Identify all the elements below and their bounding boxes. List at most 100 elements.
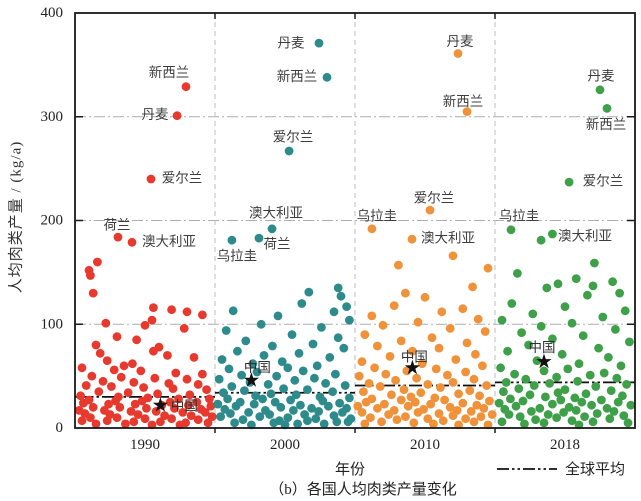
x-tick-label-2000: 2000 [270,437,300,453]
scatter-point [256,319,266,329]
scatter-point [608,277,617,287]
country-point [602,104,612,113]
scatter-point [480,327,490,336]
scatter-point [186,411,196,420]
scatter-point [343,417,353,427]
scatter-point [429,419,438,429]
scatter-point [408,346,417,356]
scatter-point [129,378,139,387]
country-point [425,205,435,215]
scatter-point [360,330,370,339]
country-point [322,72,332,82]
scatter-point [198,310,207,320]
scatter-point [219,388,228,398]
scatter-point [409,418,419,428]
scatter-point [454,389,463,399]
scatter-point [198,369,207,379]
scatter-point [396,336,406,346]
scatter-point [583,290,592,300]
scatter-point [504,410,514,419]
country-label: 新西兰 [277,69,318,84]
scatter-point [553,279,563,289]
scatter-point [171,368,181,378]
scatter-point [556,395,566,405]
scatter-point [88,402,98,412]
scatter-point [469,374,479,384]
scatter-point [140,320,150,330]
scatter-point [620,306,630,316]
scatter-point [102,416,112,426]
scatter-point [221,326,231,335]
scatter-point [564,402,574,412]
scatter-point [178,408,188,417]
scatter-point [147,420,157,430]
scatter-point [91,419,101,429]
scatter-point [517,328,526,337]
scatter-point [112,332,122,342]
country-point [227,235,237,245]
scatter-point [86,413,95,422]
scatter-point [238,415,248,425]
country-label: 爱尔兰 [414,191,455,206]
scatter-point [548,229,557,239]
scatter-point [567,416,577,426]
scatter-point [389,301,399,310]
scatter-point [129,417,139,427]
scatter-point [93,257,102,267]
scatter-point [213,399,223,409]
scatter-point [580,412,589,421]
scatter-point [532,356,542,365]
scatter-point [511,401,521,411]
scatter-point [577,397,587,407]
scatter-point [156,417,165,427]
scatter-point [314,407,323,416]
scatter-point [293,419,302,429]
scatter-point [497,315,507,325]
scatter-point [127,359,137,369]
scatter-point [525,390,535,400]
x-tick-label-2018: 2018 [550,437,580,453]
scatter-point [149,303,158,312]
scatter-point [499,387,508,397]
scatter-point [520,419,529,429]
china-star [152,397,168,412]
scatter-point [325,353,335,362]
scatter-point [185,390,195,400]
country-label: 澳大利亚 [142,234,196,249]
scatter-point [321,379,330,388]
scatter-point [345,315,354,325]
scatter-point [373,341,382,351]
scatter-point [602,403,612,413]
scatter-point [269,418,279,428]
scatter-point [241,336,251,346]
scatter-point [328,387,337,397]
scatter-point [252,367,262,377]
scatter-point [613,397,623,407]
scatter-point [248,359,258,369]
country-label: 新西兰 [149,65,190,80]
scatter-point [333,283,343,293]
scatter-point [612,373,622,383]
scatter-point [115,402,125,412]
scatter-point [391,375,400,385]
scatter-point [573,376,582,386]
scatter-point [507,299,517,308]
scatter-point [426,399,435,409]
scatter-point [578,331,588,341]
scatter-point [594,343,603,353]
scatter-point [599,368,609,378]
scatter-point [79,398,88,408]
country-point [564,177,574,187]
scatter-point [206,401,216,411]
scatter-point [265,410,274,419]
scatter-point [319,419,329,429]
scatter-point [479,403,489,413]
scatter-point [87,371,97,381]
scatter-point [618,391,627,401]
scatter-point [377,417,386,427]
scatter-point [581,389,591,399]
scatter-point [616,361,626,371]
x-tick-label-1990: 1990 [130,437,160,453]
scatter-point [297,299,307,308]
scatter-point [588,281,598,291]
